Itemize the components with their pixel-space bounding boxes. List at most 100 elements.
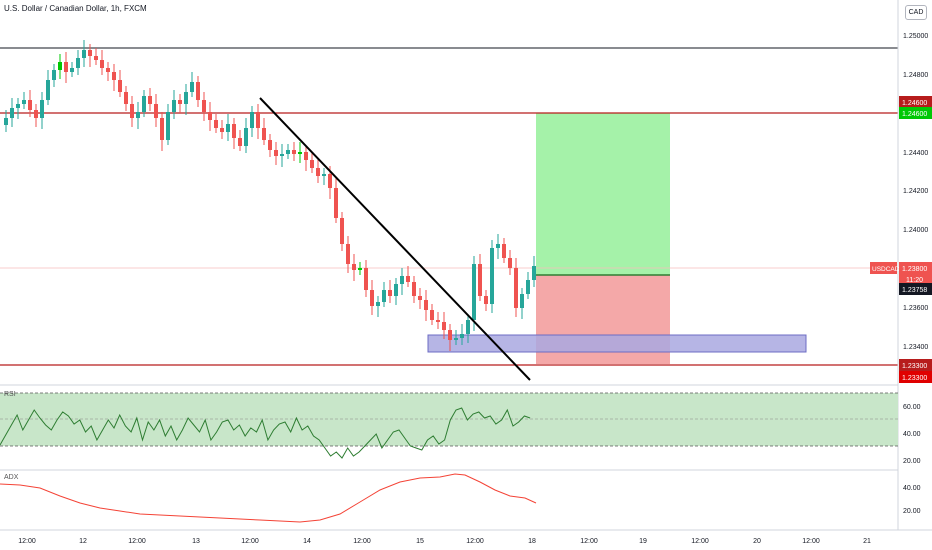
rsi-pane[interactable]	[0, 392, 898, 459]
symbol-title: U.S. Dollar / Canadian Dollar, 1h, FXCM	[4, 4, 147, 13]
candle-body	[112, 72, 116, 80]
candle-body	[334, 188, 338, 218]
countdown-badge	[899, 274, 932, 284]
candle-body	[412, 282, 416, 296]
price-tick-label: 1.23400	[903, 344, 928, 351]
candle-body	[352, 264, 356, 270]
countdown-text: 11:20	[906, 277, 923, 284]
candle-body	[10, 108, 14, 118]
candle-body	[124, 92, 128, 104]
trendline[interactable]	[259, 97, 531, 381]
lower-level-badge[interactable]	[899, 359, 932, 371]
candle-body	[316, 168, 320, 176]
candle-body	[310, 160, 314, 168]
adx-tick-label: 20.00	[903, 508, 921, 515]
time-tick-label: 12:00	[353, 538, 371, 545]
candle-body	[250, 112, 254, 128]
time-tick-label: 19	[639, 538, 647, 545]
stop-badge[interactable]	[899, 371, 932, 383]
entry-badge[interactable]	[899, 283, 932, 295]
adx-tick-label: 40.00	[903, 485, 921, 492]
time-tick-label: 18	[528, 538, 536, 545]
target-badge-text: 1.24600	[902, 111, 927, 118]
candle-body	[184, 92, 188, 104]
price-tick-label: 1.24400	[903, 150, 928, 157]
candle-body	[16, 104, 20, 108]
candle-body	[256, 112, 260, 128]
time-tick-label: 12:00	[691, 538, 709, 545]
time-tick-label: 12:00	[580, 538, 598, 545]
candles	[4, 40, 536, 351]
candle-body	[466, 320, 470, 334]
candle-body	[280, 154, 284, 156]
candle-body	[232, 124, 236, 138]
candle-body	[364, 268, 368, 290]
adx-pane[interactable]	[0, 473, 537, 523]
candle-body	[358, 268, 362, 270]
candle-body	[40, 100, 44, 118]
target-badge[interactable]	[899, 107, 932, 119]
candle-body	[478, 264, 482, 296]
candle-body	[298, 152, 302, 154]
candle-body	[376, 302, 380, 306]
time-axis[interactable]: 12:00 12 12:00 13 12:00 14 12:00 15 12:00 18 12:00…	[18, 538, 871, 545]
candle-body	[460, 334, 464, 338]
candle-body	[214, 120, 218, 128]
candle-body	[502, 244, 506, 258]
candle-body	[154, 104, 158, 118]
upper-level-badge-text: 1.24600	[902, 100, 927, 107]
candle-body	[406, 276, 410, 282]
candle-body	[340, 218, 344, 244]
candle-body	[238, 138, 242, 146]
current-price-badge[interactable]	[899, 262, 932, 274]
candle-body	[118, 80, 122, 92]
upper-level-badge[interactable]	[899, 96, 932, 108]
candle-body	[130, 104, 134, 118]
candle-body	[100, 60, 104, 68]
candle-body	[268, 140, 272, 150]
rsi-label[interactable]: RSI	[4, 391, 16, 398]
time-tick-label: 12	[79, 538, 87, 545]
candle-body	[76, 58, 80, 68]
candle-body	[88, 50, 92, 56]
candle-body	[292, 150, 296, 154]
candle-body	[208, 112, 212, 120]
candle-body	[34, 110, 38, 118]
candle-body	[64, 62, 68, 72]
rsi-line	[0, 407, 531, 459]
candle-body	[178, 100, 182, 104]
candle-body	[244, 128, 248, 146]
candle-body	[388, 290, 392, 296]
price-tick-label: 1.24000	[903, 227, 928, 234]
target-zone[interactable]	[536, 113, 670, 275]
candle-body	[436, 320, 440, 322]
candle-body	[484, 296, 488, 304]
time-tick-label: 20	[753, 538, 761, 545]
candle-body	[394, 284, 398, 296]
candle-body	[508, 258, 512, 268]
candle-body	[454, 338, 458, 340]
currency-button[interactable]: CAD	[905, 5, 927, 20]
candle-body	[52, 70, 56, 80]
candle-body	[166, 112, 170, 140]
candle-body	[196, 82, 200, 100]
candle-body	[274, 150, 278, 156]
price-pane[interactable]	[0, 0, 898, 384]
candle-body	[136, 112, 140, 118]
candle-body	[430, 310, 434, 320]
demand-zone[interactable]	[427, 334, 807, 353]
candle-body	[172, 100, 176, 112]
adx-label[interactable]: ADX	[4, 474, 19, 481]
adx-line	[0, 473, 537, 523]
candle-body	[382, 290, 386, 302]
candle-body	[532, 266, 536, 280]
time-tick-label: 21	[863, 538, 871, 545]
candle-body	[82, 50, 86, 58]
candle-body	[46, 80, 50, 100]
candle-body	[418, 296, 422, 300]
current-price-badge-tag-text: USDCAD	[872, 266, 900, 273]
candle-body	[28, 100, 32, 110]
candle-body	[496, 244, 500, 248]
lower-level-badge-text: 1.23300	[902, 363, 927, 370]
